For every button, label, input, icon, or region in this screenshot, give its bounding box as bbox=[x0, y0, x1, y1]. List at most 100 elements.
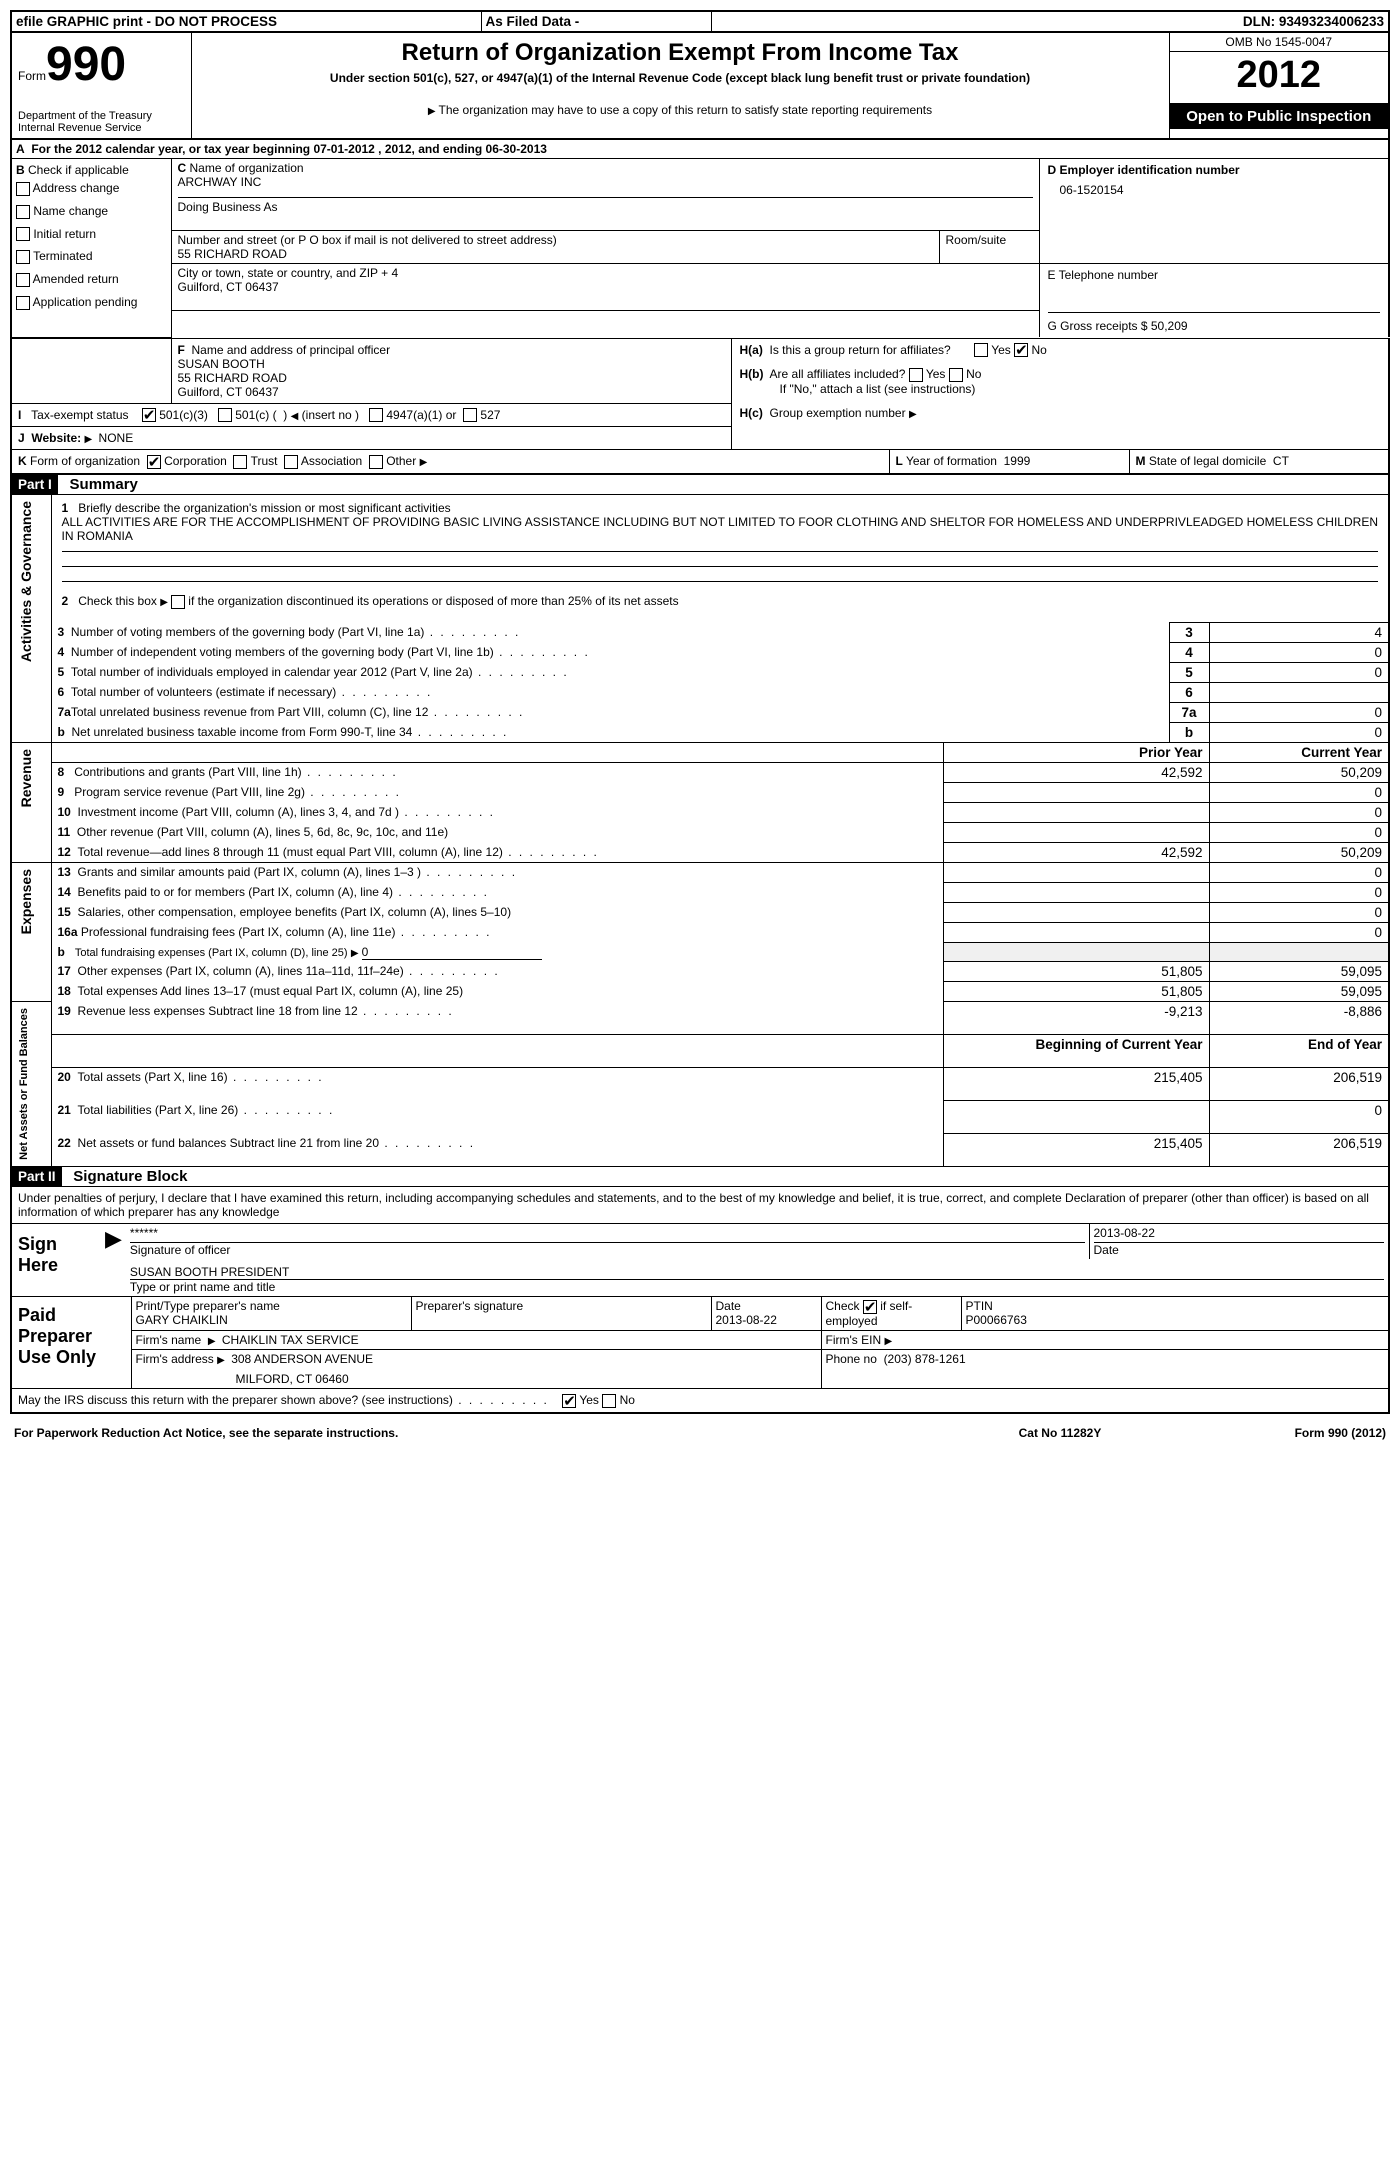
side-governance: Activities & Governance bbox=[16, 497, 36, 666]
opt-name-change: Name change bbox=[33, 204, 108, 218]
l22-text: Net assets or fund balances Subtract lin… bbox=[78, 1136, 476, 1150]
l12-text: Total revenue—add lines 8 through 11 (mu… bbox=[78, 845, 599, 859]
cb-self-employed[interactable] bbox=[863, 1300, 877, 1314]
cb-hb-yes[interactable] bbox=[909, 368, 923, 382]
discuss-yes: Yes bbox=[579, 1393, 599, 1407]
cb-address-change[interactable] bbox=[16, 182, 30, 196]
l15-prior bbox=[944, 903, 1209, 923]
b-label: B bbox=[16, 163, 25, 177]
l22-num: 22 bbox=[58, 1136, 71, 1150]
cb-501c3[interactable] bbox=[142, 408, 156, 422]
l13-num: 13 bbox=[58, 865, 71, 879]
state-domicile: CT bbox=[1273, 454, 1289, 468]
hc-label: H(c) bbox=[740, 406, 763, 420]
website-value: NONE bbox=[99, 431, 134, 445]
cb-ha-no[interactable] bbox=[1014, 343, 1028, 357]
dept-irs: Internal Revenue Service bbox=[18, 122, 185, 134]
cb-trust[interactable] bbox=[233, 455, 247, 469]
l13-curr: 0 bbox=[1209, 863, 1389, 883]
cb-name-change[interactable] bbox=[16, 205, 30, 219]
open-inspection: Open to Public Inspection bbox=[1170, 104, 1389, 129]
part2-title: Signature Block bbox=[65, 1166, 195, 1187]
l18-num: 18 bbox=[58, 984, 71, 998]
l7b-num: b bbox=[58, 725, 65, 739]
i-label: I bbox=[18, 408, 21, 422]
l3-box: 3 bbox=[1169, 623, 1209, 643]
l18-prior: 51,805 bbox=[944, 982, 1209, 1002]
cb-initial-return[interactable] bbox=[16, 227, 30, 241]
cb-pending[interactable] bbox=[16, 296, 30, 310]
dln-value: 93493234006233 bbox=[1279, 14, 1384, 29]
l5-val: 0 bbox=[1209, 663, 1389, 683]
l22-eoy: 206,519 bbox=[1209, 1134, 1389, 1167]
discuss-no: No bbox=[620, 1393, 635, 1407]
side-netassets: Net Assets or Fund Balances bbox=[16, 1004, 32, 1164]
l1-num: 1 bbox=[62, 501, 69, 515]
firm-addr1: 308 ANDERSON AVENUE bbox=[231, 1352, 373, 1366]
cb-corp[interactable] bbox=[147, 455, 161, 469]
footer-pra: For Paperwork Reduction Act Notice, see … bbox=[10, 1424, 930, 1442]
cb-terminated[interactable] bbox=[16, 250, 30, 264]
cb-501c[interactable] bbox=[218, 408, 232, 422]
j-label: J bbox=[18, 431, 25, 445]
l10-text: Investment income (Part VIII, column (A)… bbox=[78, 805, 495, 819]
cb-hb-no[interactable] bbox=[949, 368, 963, 382]
city-label: City or town, state or country, and ZIP … bbox=[178, 266, 1033, 280]
l17-text: Other expenses (Part IX, column (A), lin… bbox=[78, 964, 500, 978]
dln: DLN: 93493234006233 bbox=[711, 11, 1389, 32]
l11-prior bbox=[944, 823, 1209, 843]
hb-question: Are all affiliates included? bbox=[770, 367, 906, 381]
col-boy: Beginning of Current Year bbox=[944, 1035, 1209, 1068]
cb-ha-yes[interactable] bbox=[974, 343, 988, 357]
l7b-text: Net unrelated business taxable income fr… bbox=[72, 725, 509, 739]
cb-discuss-yes[interactable] bbox=[562, 1394, 576, 1408]
org-name: ARCHWAY INC bbox=[178, 175, 1033, 189]
firm-ein-label: Firm's EIN bbox=[826, 1333, 882, 1347]
firm-addr-label: Firm's address bbox=[136, 1352, 214, 1366]
l21-boy bbox=[944, 1101, 1209, 1134]
l2-text1: Check this box bbox=[78, 594, 157, 608]
type-name-label: Type or print name and title bbox=[130, 1280, 1384, 1294]
l17-prior: 51,805 bbox=[944, 962, 1209, 982]
l12-curr: 50,209 bbox=[1209, 843, 1389, 863]
l7a-val: 0 bbox=[1209, 703, 1389, 723]
l6-box: 6 bbox=[1169, 683, 1209, 703]
street-label: Number and street (or P O box if mail is… bbox=[178, 233, 933, 247]
cb-discuss-no[interactable] bbox=[602, 1394, 616, 1408]
l13-text: Grants and similar amounts paid (Part IX… bbox=[78, 865, 518, 879]
side-expenses: Expenses bbox=[16, 865, 36, 938]
omb-no: OMB No 1545-0047 bbox=[1170, 33, 1389, 52]
part1-title: Summary bbox=[62, 474, 146, 495]
opt-assoc: Association bbox=[301, 454, 362, 468]
k-label: K bbox=[18, 454, 27, 468]
l1-text: Briefly describe the organization's miss… bbox=[78, 501, 450, 515]
sign-here-block: Sign Here ▶ ****** Signature of officer … bbox=[10, 1224, 1390, 1297]
cb-527[interactable] bbox=[463, 408, 477, 422]
l20-boy: 215,405 bbox=[944, 1068, 1209, 1101]
l19-curr: -8,886 bbox=[1209, 1002, 1389, 1035]
ha-yes: Yes bbox=[991, 343, 1011, 357]
l19-prior: -9,213 bbox=[944, 1002, 1209, 1035]
l14-curr: 0 bbox=[1209, 883, 1389, 903]
opt-other: Other bbox=[386, 454, 416, 468]
dept-treasury: Department of the Treasury bbox=[18, 110, 185, 122]
l4-box: 4 bbox=[1169, 643, 1209, 663]
sig-officer-label: Signature of officer bbox=[130, 1243, 1085, 1257]
l9-text: Program service revenue (Part VIII, line… bbox=[74, 785, 401, 799]
room-label: Room/suite bbox=[946, 233, 1033, 247]
prep-check-label: Check bbox=[826, 1299, 860, 1313]
officer-printed-name: SUSAN BOOTH PRESIDENT bbox=[130, 1265, 1384, 1280]
cb-4947[interactable] bbox=[369, 408, 383, 422]
l17-curr: 59,095 bbox=[1209, 962, 1389, 982]
cb-discontinued[interactable] bbox=[171, 595, 185, 609]
form-number: 990 bbox=[46, 38, 126, 91]
l15-text: Salaries, other compensation, employee b… bbox=[78, 905, 512, 919]
l16b-num: b bbox=[58, 945, 65, 959]
cb-other[interactable] bbox=[369, 455, 383, 469]
cb-amended[interactable] bbox=[16, 273, 30, 287]
cb-assoc[interactable] bbox=[284, 455, 298, 469]
b-check-label: Check if applicable bbox=[28, 163, 129, 177]
website-label: Website: bbox=[31, 431, 81, 445]
hb-label: H(b) bbox=[740, 367, 764, 381]
dln-label: DLN: bbox=[1243, 14, 1275, 29]
